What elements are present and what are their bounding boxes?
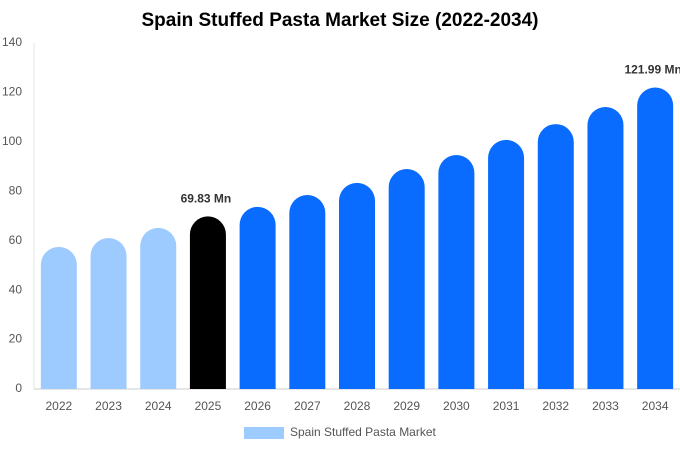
y-tick-label: 140: [2, 35, 22, 49]
legend-label: Spain Stuffed Pasta Market: [290, 425, 437, 439]
x-tick-label: 2031: [493, 399, 520, 413]
x-tick-label: 2030: [443, 399, 470, 413]
y-tick-label: 100: [2, 134, 22, 148]
bar: [488, 139, 525, 389]
x-tick-label: 2028: [344, 399, 371, 413]
value-label: 69.83 Mn: [181, 192, 232, 206]
y-tick-label: 40: [9, 282, 23, 296]
bar: [438, 154, 475, 389]
x-tick-label: 2024: [145, 399, 172, 413]
x-tick-label: 2025: [195, 399, 222, 413]
bar: [339, 182, 375, 389]
y-tick-label: 120: [2, 85, 22, 99]
x-tick-label: 2033: [592, 399, 619, 413]
x-tick-label: 2023: [95, 399, 122, 413]
chart-title: Spain Stuffed Pasta Market Size (2022-20…: [141, 10, 538, 31]
bar: [189, 216, 226, 389]
bar: [239, 206, 276, 389]
bar: [289, 194, 326, 389]
bar: [637, 87, 674, 389]
bar: [388, 169, 425, 389]
bar: [587, 107, 624, 389]
x-tick-label: 2032: [542, 399, 569, 413]
legend-swatch: [244, 427, 284, 439]
x-tick-label: 2027: [294, 399, 321, 413]
bar: [90, 237, 127, 389]
x-tick-label: 2026: [244, 399, 271, 413]
value-label: 121.99 Mn: [624, 63, 680, 77]
x-tick-label: 2029: [393, 399, 420, 413]
x-tick-label: 2022: [45, 399, 72, 413]
y-tick-label: 0: [15, 381, 22, 395]
bar: [140, 227, 177, 389]
y-tick-label: 80: [9, 183, 23, 197]
x-tick-label: 2034: [642, 399, 669, 413]
bar: [40, 246, 77, 389]
y-tick-label: 20: [9, 332, 23, 346]
y-tick-label: 60: [9, 233, 23, 247]
bar: [537, 124, 574, 389]
